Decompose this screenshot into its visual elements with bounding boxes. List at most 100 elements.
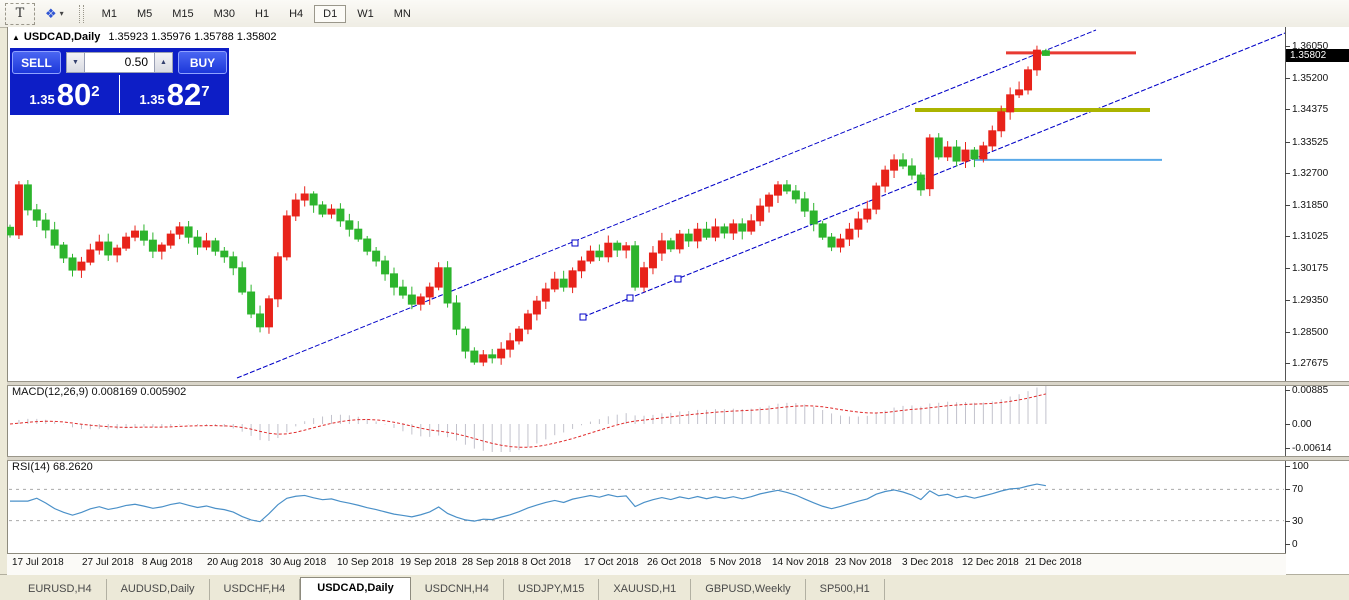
price-axis-label: 1.36050 xyxy=(1292,41,1329,52)
date-axis-label: 3 Dec 2018 xyxy=(902,557,954,568)
date-axis-label: 28 Sep 2018 xyxy=(462,557,519,568)
volume-decrease-button[interactable]: ▼ xyxy=(66,52,85,73)
timeframe-button-w1[interactable]: W1 xyxy=(357,7,374,20)
price-axis-label: 1.32700 xyxy=(1292,168,1329,179)
price-axis-label-tick xyxy=(1285,46,1290,47)
one-click-trading-panel: SELL ▼ 0.50 ▲ BUY 1.35 80 2 1.35 82 7 xyxy=(10,48,229,115)
timeframe-button-h1[interactable]: H1 xyxy=(255,7,270,20)
rsi-axis-label: 70 xyxy=(1292,484,1304,495)
date-axis-label: 30 Aug 2018 xyxy=(270,557,327,568)
chart-tab-eurusd-h4[interactable]: EURUSD,H4 xyxy=(14,579,107,600)
price-axis-label-tick xyxy=(1285,142,1290,143)
date-axis-label: 5 Nov 2018 xyxy=(710,557,762,568)
chart-window xyxy=(7,27,1349,574)
symbol-arrow-icon: ▲ xyxy=(12,33,20,42)
quote-symbol: USDCAD,Daily xyxy=(23,31,101,43)
rsi-axis-label-tick xyxy=(1285,544,1290,545)
buy-button[interactable]: BUY xyxy=(178,51,227,74)
ask-price-big: 82 xyxy=(166,77,202,112)
chevron-down-icon: ▾ xyxy=(59,9,64,18)
rsi-axis-label: 100 xyxy=(1292,461,1309,472)
macd-label: MACD(12,26,9) 0.008169 0.005902 xyxy=(12,386,187,398)
chart-tab-xauusd-h1[interactable]: XAUUSD,H1 xyxy=(599,579,692,600)
chart-tab-sp500-h1[interactable]: SP500,H1 xyxy=(806,579,885,600)
ask-price[interactable]: 1.35 82 7 xyxy=(120,75,229,113)
price-chart-canvas[interactable] xyxy=(7,27,1286,382)
volume-input[interactable]: 0.50 xyxy=(85,52,154,73)
date-axis-label: 12 Dec 2018 xyxy=(962,557,1019,568)
timeframe-button-d1[interactable]: D1 xyxy=(314,4,347,23)
date-axis-label: 10 Sep 2018 xyxy=(337,557,394,568)
quote-ohlc: 1.35923 1.35976 1.35788 1.35802 xyxy=(108,31,277,43)
macd-axis-label-tick xyxy=(1285,448,1290,449)
price-axis-label-tick xyxy=(1285,78,1290,79)
rsi-canvas[interactable] xyxy=(7,459,1286,552)
bid-price-small: 1.35 xyxy=(29,92,55,107)
chart-tab-bar: EURUSD,H4 AUDUSD,Daily USDCHF,H4 USDCAD,Dai… xyxy=(0,574,1349,600)
chart-tab-gbpusd-weekly[interactable]: GBPUSD,Weekly xyxy=(691,579,806,600)
bid-price-big: 80 xyxy=(56,77,92,112)
price-axis-label: 1.27675 xyxy=(1292,358,1329,369)
date-axis-label: 23 Nov 2018 xyxy=(835,557,892,568)
timeframe-toolbar: M1 M5 M15 M30 H1 H4 D1 W1 MN xyxy=(92,0,421,27)
price-axis-label-tick xyxy=(1285,300,1290,301)
price-axis-label-tick xyxy=(1285,268,1290,269)
timeframe-button-h4[interactable]: H4 xyxy=(289,7,304,20)
price-axis-label-tick xyxy=(1285,236,1290,237)
date-axis-label: 8 Oct 2018 xyxy=(522,557,571,568)
macd-splitter[interactable] xyxy=(7,381,1349,386)
cursor-style-button[interactable]: ❖ ▾ xyxy=(40,3,69,25)
text-tool-button[interactable]: T xyxy=(5,2,35,25)
sell-button[interactable]: SELL xyxy=(12,51,61,74)
macd-canvas[interactable] xyxy=(7,384,1286,456)
macd-axis-label: 0.00885 xyxy=(1292,385,1329,396)
price-axis-label-tick xyxy=(1285,109,1290,110)
volume-stepper: ▼ 0.50 ▲ xyxy=(66,52,173,73)
chart-tab-usdjpy-m15[interactable]: USDJPY,M15 xyxy=(504,579,600,600)
date-axis-label: 21 Dec 2018 xyxy=(1025,557,1082,568)
date-axis-label: 8 Aug 2018 xyxy=(142,557,193,568)
rsi-axis-label: 0 xyxy=(1292,539,1298,550)
chart-tab-usdcnh-h4[interactable]: USDCNH,H4 xyxy=(411,579,504,600)
price-axis-label: 1.33525 xyxy=(1292,137,1329,148)
chart-tab-audusd-daily[interactable]: AUDUSD,Daily xyxy=(107,579,210,600)
rsi-label: RSI(14) 68.2620 xyxy=(12,461,93,473)
date-axis-label: 26 Oct 2018 xyxy=(647,557,702,568)
date-axis-label: 27 Jul 2018 xyxy=(82,557,134,568)
price-axis-label: 1.34375 xyxy=(1292,104,1329,115)
rsi-axis-label-tick xyxy=(1285,489,1290,490)
chart-tab-usdchf-h4[interactable]: USDCHF,H4 xyxy=(210,579,301,600)
top-toolbar: T ❖ ▾ M1 M5 M15 M30 H1 H4 D1 W1 MN xyxy=(0,0,1349,28)
date-axis-label: 17 Oct 2018 xyxy=(584,557,639,568)
date-axis[interactable]: 17 Jul 2018 27 Jul 2018 8 Aug 2018 20 Aug 2… xyxy=(7,553,1286,575)
price-axis-label: 1.31025 xyxy=(1292,231,1329,242)
price-axis-label: 1.35200 xyxy=(1292,73,1329,84)
timeframe-button-m1[interactable]: M1 xyxy=(101,7,117,20)
price-axis-label: 1.30175 xyxy=(1292,263,1329,274)
timeframe-button-mn[interactable]: MN xyxy=(393,7,411,20)
macd-axis-label-tick xyxy=(1285,390,1290,391)
rsi-axis-label-tick xyxy=(1285,521,1290,522)
price-axis-border xyxy=(1285,27,1286,553)
price-axis-label-tick xyxy=(1285,173,1290,174)
toolbar-separator xyxy=(78,4,84,23)
macd-axis-label-tick xyxy=(1285,424,1290,425)
price-axis-label: 1.31850 xyxy=(1292,200,1329,211)
quote-line: ▲ USDCAD,Daily 1.35923 1.35976 1.35788 1.3… xyxy=(12,31,277,43)
current-price-badge: 1.35802 xyxy=(1286,49,1349,62)
bid-price-sup: 2 xyxy=(91,83,100,100)
price-axis-label-tick xyxy=(1285,332,1290,333)
timeframe-button-m30[interactable]: M30 xyxy=(213,7,236,20)
rsi-axis-label: 30 xyxy=(1292,516,1304,527)
timeframe-button-m5[interactable]: M5 xyxy=(136,7,153,20)
ask-price-sup: 7 xyxy=(201,83,210,100)
chart-tab-usdcad-daily[interactable]: USDCAD,Daily xyxy=(300,577,411,600)
rsi-splitter[interactable] xyxy=(7,456,1349,461)
macd-axis-label: -0.00614 xyxy=(1292,443,1332,454)
date-axis-label: 20 Aug 2018 xyxy=(207,557,264,568)
bid-price[interactable]: 1.35 80 2 xyxy=(10,75,120,113)
price-axis-label: 1.29350 xyxy=(1292,295,1329,306)
style-icon: ❖ xyxy=(45,6,57,21)
timeframe-button-m15[interactable]: M15 xyxy=(172,7,194,20)
volume-increase-button[interactable]: ▲ xyxy=(154,52,173,73)
